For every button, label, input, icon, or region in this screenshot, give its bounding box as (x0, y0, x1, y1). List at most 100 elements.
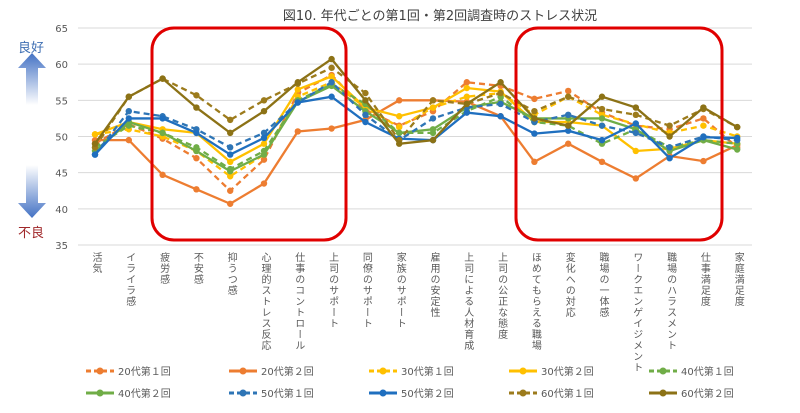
data-point (227, 187, 234, 194)
data-point (362, 89, 369, 97)
data-point (328, 73, 335, 80)
data-point (294, 79, 301, 86)
data-point (396, 140, 403, 147)
data-point (598, 122, 606, 129)
data-point (362, 111, 369, 119)
data-point (497, 100, 504, 108)
data-point (227, 144, 234, 151)
data-point (328, 55, 335, 63)
x-tick-label: 抑うつ感 (225, 252, 237, 296)
data-point (463, 93, 470, 100)
data-point (125, 136, 132, 144)
data-point (396, 113, 403, 120)
data-point (632, 175, 639, 182)
data-point (565, 122, 572, 129)
data-point (565, 111, 572, 119)
x-tick-label: 上司のサポート (326, 252, 338, 329)
legend-item: 60代第１回 (508, 385, 594, 400)
data-point (666, 144, 673, 151)
legend-label: 40代第１回 (681, 367, 734, 378)
data-point (193, 92, 200, 99)
legend-item: 20代第２回 (228, 363, 314, 378)
legend-item: 50代第２回 (368, 385, 454, 400)
data-point (734, 134, 741, 142)
series-8 (91, 64, 741, 151)
data-point (260, 151, 268, 158)
data-point (700, 134, 707, 141)
data-point (396, 97, 403, 104)
data-point (531, 158, 538, 166)
data-point (497, 79, 504, 86)
y-tick-label: 40 (55, 205, 68, 216)
data-point (294, 99, 301, 106)
data-point (632, 104, 639, 111)
x-tick-label: ほめてもらえる職場 (529, 252, 541, 351)
data-point (598, 93, 606, 100)
data-point (463, 84, 470, 92)
legend-swatch (86, 389, 114, 396)
y-tick-label: 50 (55, 133, 68, 144)
legend-item: 40代第１回 (648, 363, 734, 378)
legend-label: 30代第１回 (401, 367, 454, 378)
series-line (95, 99, 738, 206)
data-point (362, 118, 369, 126)
data-point (260, 180, 268, 187)
data-point (463, 100, 470, 108)
data-point (125, 107, 132, 115)
legend-item: 20代第１回 (85, 363, 171, 378)
x-tick-label: ワークエンゲイジメント (630, 252, 642, 373)
data-point (632, 129, 639, 137)
data-point (227, 116, 234, 124)
data-point (497, 89, 504, 97)
data-point (700, 157, 707, 165)
data-point (429, 126, 437, 133)
data-point (294, 86, 301, 93)
data-point (159, 75, 166, 82)
series-9 (91, 55, 741, 147)
data-point (91, 140, 99, 147)
data-point (227, 151, 234, 158)
data-point (700, 115, 707, 122)
data-point (497, 113, 504, 120)
data-point (531, 107, 538, 115)
data-point (227, 129, 234, 137)
series-line (94, 57, 738, 145)
data-point (159, 129, 166, 137)
data-point (429, 115, 437, 122)
data-point (700, 104, 707, 111)
legend-swatch (509, 389, 537, 396)
y-tick-label: 60 (55, 60, 68, 71)
data-point (294, 128, 301, 135)
x-tick-label: 職場のハラスメント (664, 252, 676, 351)
x-tick-label: 変化への対応 (563, 252, 575, 318)
y-tick-label: 55 (55, 96, 68, 107)
data-point (159, 115, 166, 122)
x-tick-label: 仕事のコントロール (292, 252, 304, 351)
x-tick-label: 仕事満足度 (698, 252, 710, 307)
data-point (429, 97, 437, 104)
data-point (193, 186, 200, 193)
data-point (193, 147, 200, 155)
data-point (565, 93, 572, 100)
data-point (227, 200, 234, 207)
down-arrow-icon (18, 165, 46, 218)
x-tick-label: 疲労感 (157, 252, 169, 285)
data-point (260, 97, 268, 104)
legend-item: 30代第２回 (508, 363, 594, 378)
data-point (531, 130, 538, 137)
data-point (565, 140, 572, 147)
data-point (734, 123, 741, 131)
legend-swatch (86, 367, 114, 374)
data-point (429, 104, 437, 111)
x-tick-label: 職場の一体感 (597, 252, 608, 318)
data-point (159, 171, 166, 179)
x-tick-label: イライラ感 (123, 252, 135, 307)
data-point (734, 146, 741, 153)
data-point (260, 156, 268, 163)
x-tick-label: 同僚のサポート (360, 252, 372, 329)
data-point (91, 151, 99, 158)
bad-label: 不良 (18, 226, 45, 241)
legend-label: 60代第２回 (681, 389, 734, 400)
y-tick-label: 35 (55, 241, 68, 252)
